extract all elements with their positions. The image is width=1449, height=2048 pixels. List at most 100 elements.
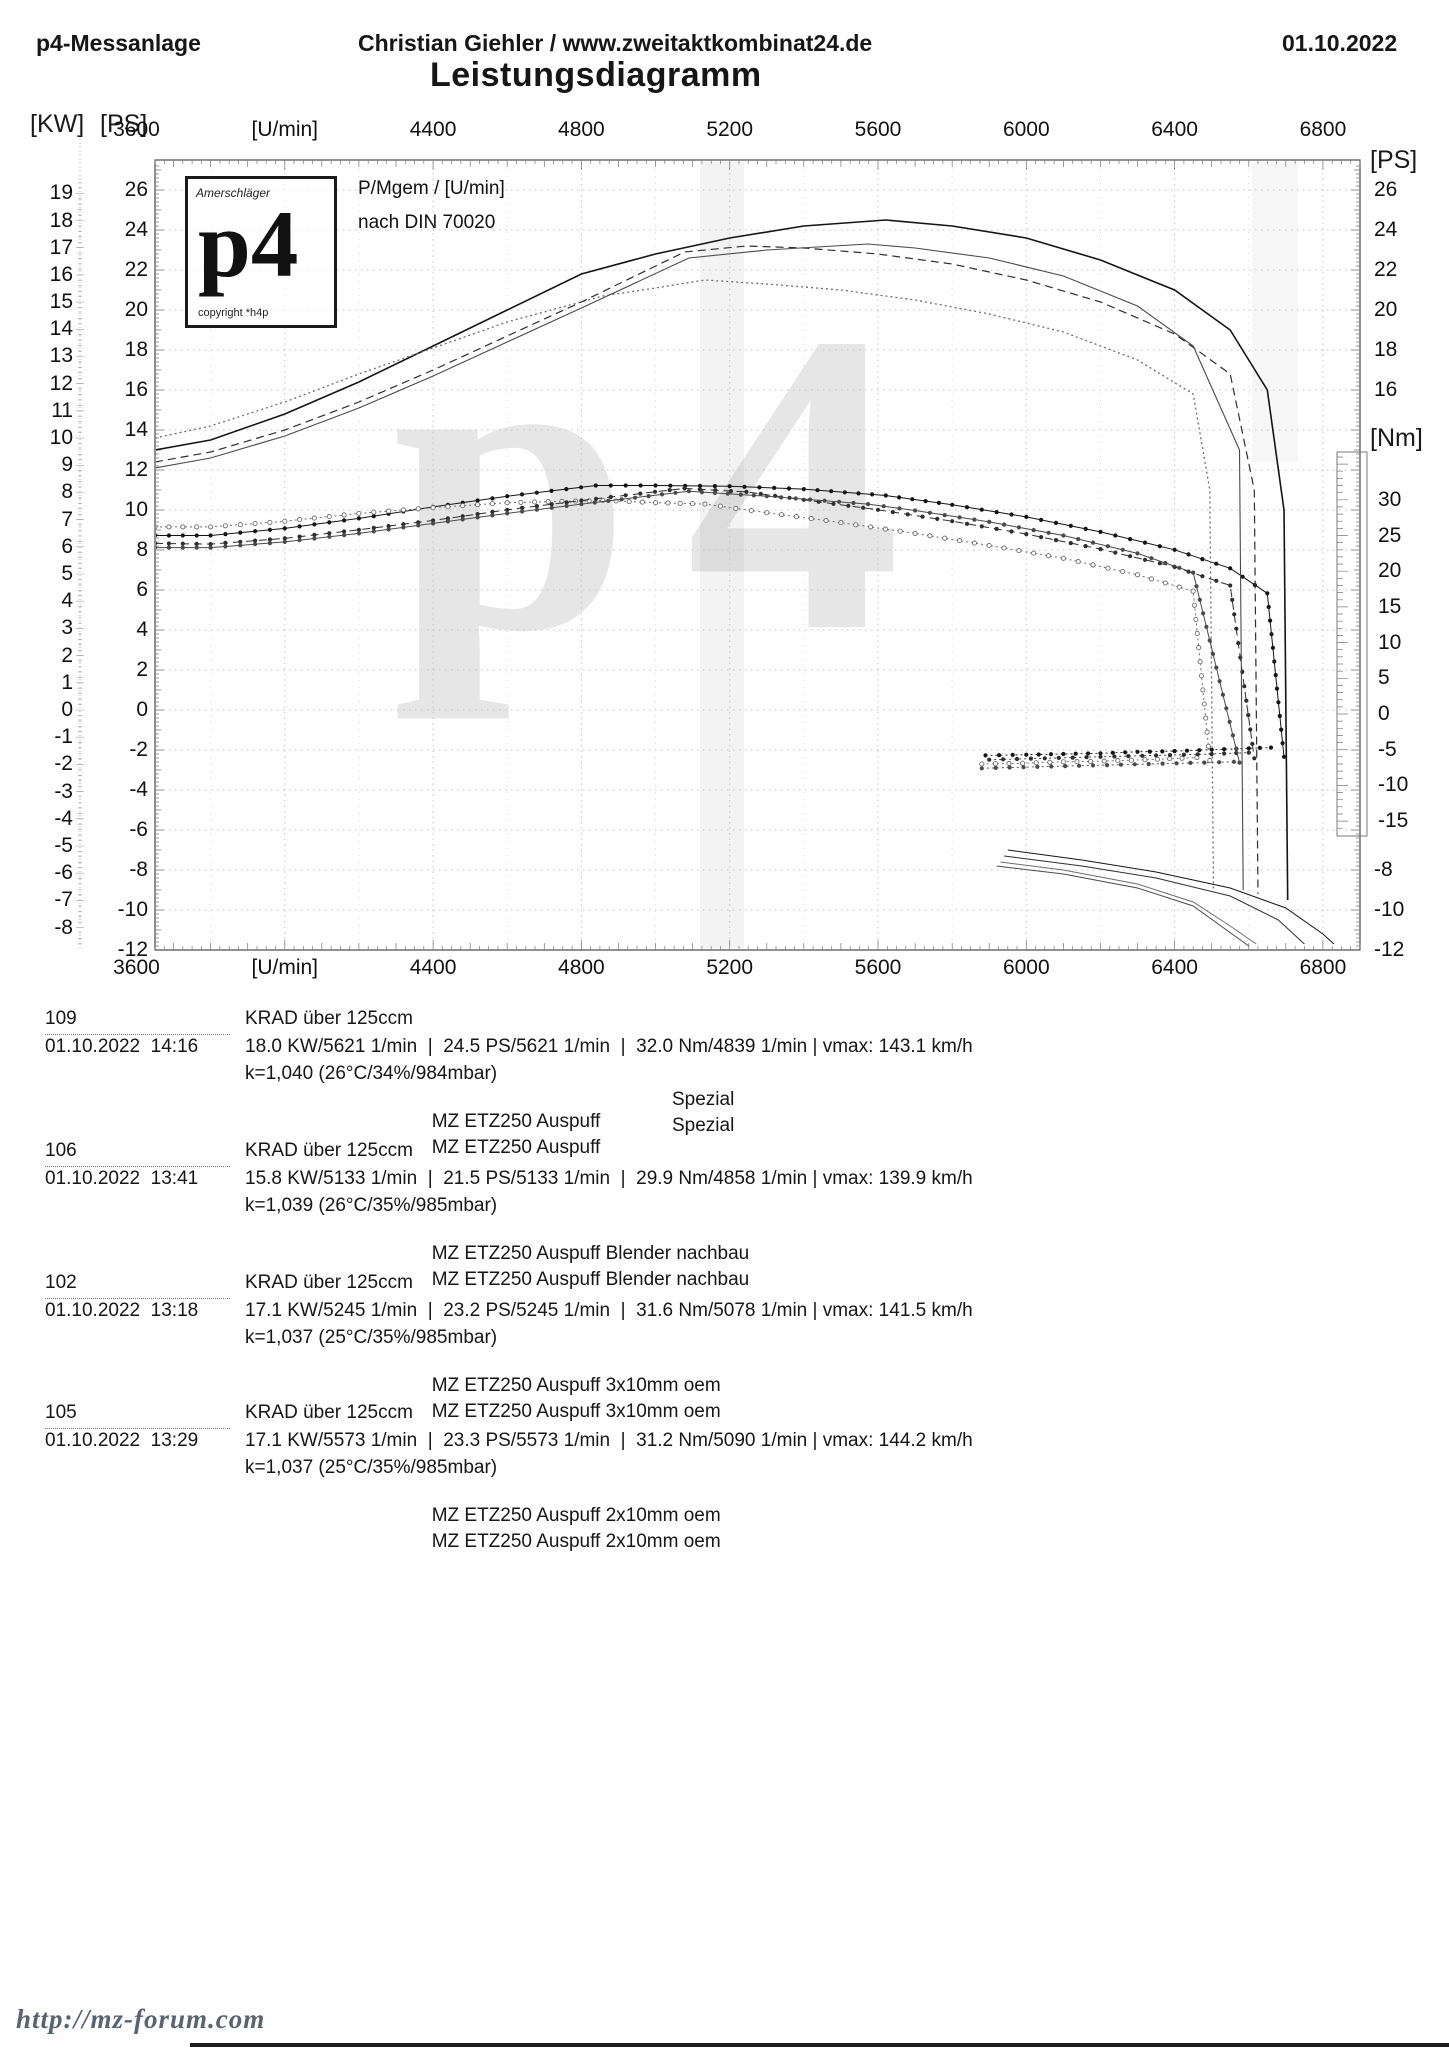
kw-axis-label: [KW] bbox=[30, 110, 85, 138]
nm-tick: 15 bbox=[1378, 594, 1402, 618]
p4-watermark: p4 bbox=[392, 245, 957, 721]
exhaust-name: MZ ETZ250 Auspuff bbox=[431, 1137, 601, 1158]
nm-tick: 30 bbox=[1378, 487, 1402, 511]
ps-tick-left: 4 bbox=[136, 618, 148, 641]
operator-website: Christian Giehler / www.zweitaktkombinat… bbox=[358, 30, 873, 56]
exhaust-name: MZ ETZ250 Auspuff 2x10mm oem bbox=[431, 1505, 721, 1526]
kw-tick: -5 bbox=[54, 833, 73, 857]
ps-tick-left: 8 bbox=[136, 538, 148, 561]
kw-tick: -1 bbox=[54, 725, 73, 749]
run-exhaust-line: MZ ETZ250 Auspuff Blender nachbau bbox=[400, 1247, 1100, 1313]
measurement-block-109: 109 01.10.2022 14:16 KRAD über 125ccm 18… bbox=[0, 1008, 1449, 1158]
kw-tick: -4 bbox=[54, 806, 73, 830]
kw-tick: 10 bbox=[49, 426, 73, 450]
kw-tick: 9 bbox=[61, 453, 73, 477]
kw-tick: 3 bbox=[61, 616, 73, 640]
run-datetime: 01.10.2022 13:41 bbox=[45, 1168, 199, 1189]
ps-axis-label-left: [PS] bbox=[100, 110, 148, 138]
legend-line-2: nach DIN 70020 bbox=[358, 212, 496, 233]
ps-tick-left: 14 bbox=[124, 418, 148, 441]
run-category: KRAD über 125ccm bbox=[245, 1008, 413, 1029]
ps-tick-left: -10 bbox=[117, 898, 148, 921]
x-tick-top: 4800 bbox=[558, 118, 605, 141]
ps-tick-left: -2 bbox=[129, 738, 148, 761]
run-category: KRAD über 125ccm bbox=[245, 1402, 413, 1423]
nm-tick: -5 bbox=[1378, 737, 1397, 761]
run-exhaust-line: MZ ETZ250 Auspuff 3x10mm oem bbox=[400, 1379, 1100, 1445]
run-category: KRAD über 125ccm bbox=[245, 1272, 413, 1293]
run-exhaust-line: MZ ETZ250 Auspuff Spezial bbox=[400, 1089, 1100, 1177]
dyno-chart bbox=[76, 135, 1368, 951]
nm-axis-label: [Nm] bbox=[1370, 424, 1423, 452]
run-correction: k=1,040 (26°C/34%/984mbar) bbox=[245, 1063, 498, 1084]
ps-tick-right: 26 bbox=[1374, 178, 1398, 201]
logo-bottom-text: copyright *h4p bbox=[198, 307, 269, 319]
ps-tick-right: 16 bbox=[1374, 378, 1398, 401]
kw-tick: 11 bbox=[51, 398, 73, 422]
kw-tick: 6 bbox=[61, 534, 73, 558]
x-tick-top: 6400 bbox=[1151, 118, 1198, 141]
kw-tick: 0 bbox=[61, 698, 73, 721]
x-tick-bottom: 3600 bbox=[113, 956, 160, 979]
x-tick-top: 6800 bbox=[1299, 118, 1347, 141]
ps-tick-right: 22 bbox=[1374, 258, 1398, 281]
ps-tick-left: 18 bbox=[124, 338, 148, 361]
nm-tick: -15 bbox=[1378, 809, 1409, 833]
measurement-block-105: 105 01.10.2022 13:29 KRAD über 125ccm 17… bbox=[0, 1402, 1449, 1552]
scan-edge-line bbox=[190, 2043, 1449, 2047]
ps-tick-left: 10 bbox=[124, 498, 148, 521]
run-datetime: 01.10.2022 13:18 bbox=[45, 1300, 199, 1321]
nm-tick: 0 bbox=[1378, 702, 1390, 725]
ps-tick-left: 0 bbox=[136, 698, 148, 721]
ps-tick-left: 26 bbox=[124, 178, 148, 201]
scan-artifact-band bbox=[700, 162, 744, 948]
kw-tick: 18 bbox=[49, 208, 73, 232]
logo-top-text: Amerschläger bbox=[196, 186, 271, 200]
ps-tick-right: 20 bbox=[1374, 298, 1398, 321]
x-tick-bottom: 5200 bbox=[706, 956, 754, 979]
run-exhaust-line: MZ ETZ250 Auspuff 2x10mm oem bbox=[400, 1483, 1100, 1549]
kw-tick: 15 bbox=[49, 290, 73, 314]
nm-tick: 20 bbox=[1378, 559, 1402, 583]
run-result: 17.1 KW/5573 1/min | 23.3 PS/5573 1/min … bbox=[245, 1430, 973, 1451]
kw-tick: 17 bbox=[49, 235, 73, 259]
ps-tick-left: 24 bbox=[124, 218, 148, 241]
ps-tick-left: 12 bbox=[124, 458, 148, 481]
exhaust-variant: Spezial bbox=[672, 1089, 735, 1110]
run-result: 15.8 KW/5133 1/min | 21.5 PS/5133 1/min … bbox=[245, 1168, 973, 1189]
exhaust-name: MZ ETZ250 Auspuff bbox=[431, 1111, 601, 1132]
ps-tick-left: -8 bbox=[129, 858, 148, 881]
logo-main-text: p4 bbox=[198, 191, 299, 297]
run-correction: k=1,037 (25°C/35%/985mbar) bbox=[245, 1327, 498, 1348]
run-result: 17.1 KW/5245 1/min | 23.2 PS/5245 1/min … bbox=[245, 1300, 973, 1321]
kw-tick: 16 bbox=[49, 262, 73, 286]
x-tick-bottom: 4400 bbox=[409, 956, 457, 979]
ps-tick-right: 24 bbox=[1374, 218, 1398, 241]
kw-tick: -3 bbox=[54, 779, 73, 803]
run-id: 106 bbox=[45, 1140, 230, 1167]
exhaust-name: MZ ETZ250 Auspuff 3x10mm oem bbox=[431, 1401, 721, 1422]
x-tick-top: [U/min] bbox=[251, 118, 319, 141]
kw-tick: 1 bbox=[61, 670, 73, 694]
page-title: Leistungsdiagramm bbox=[430, 56, 762, 94]
ps-tick-left: 2 bbox=[136, 658, 148, 681]
kw-tick: -2 bbox=[54, 752, 73, 776]
forum-link: http://mz-forum.com bbox=[16, 2004, 266, 2034]
nm-tick: 5 bbox=[1378, 666, 1390, 690]
run-datetime: 01.10.2022 14:16 bbox=[45, 1036, 199, 1057]
p4-logo: Amerschläger p4 copyright *h4p bbox=[185, 176, 337, 328]
kw-tick: 12 bbox=[49, 371, 73, 395]
nm-tick: -10 bbox=[1378, 773, 1409, 797]
run-id: 105 bbox=[45, 1402, 230, 1429]
run-category: KRAD über 125ccm bbox=[245, 1140, 413, 1161]
exhaust-name: MZ ETZ250 Auspuff 3x10mm oem bbox=[431, 1375, 721, 1396]
legend-line-1: P/Mgem / [U/min] bbox=[358, 178, 505, 199]
run-exhaust-line: MZ ETZ250 Auspuff 2x10mm oem bbox=[400, 1509, 1100, 1575]
nm-tick: 25 bbox=[1378, 523, 1402, 547]
x-tick-top: 3600 bbox=[113, 118, 160, 141]
ps-tick-left: -6 bbox=[129, 818, 148, 841]
run-correction: k=1,037 (25°C/35%/985mbar) bbox=[245, 1457, 498, 1478]
ps-tick-left: 6 bbox=[136, 578, 148, 601]
x-tick-top: 5200 bbox=[706, 118, 754, 141]
kw-tick: 19 bbox=[49, 181, 73, 205]
